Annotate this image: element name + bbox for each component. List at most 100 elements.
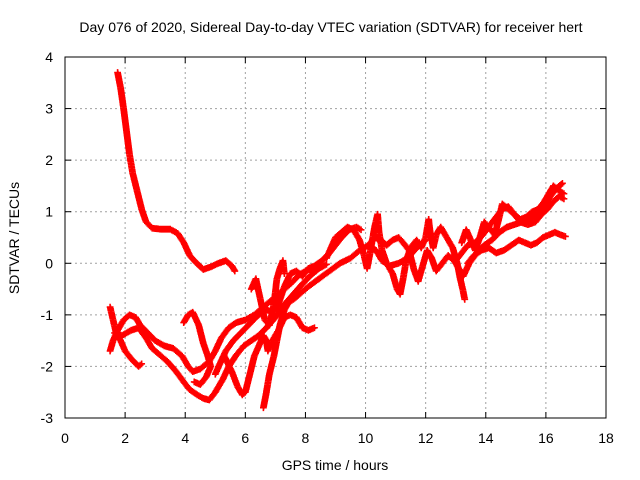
data-point-markers (205, 390, 218, 404)
y-tick-label: -3 (41, 410, 54, 426)
data-point-marker (562, 233, 569, 240)
data-point-markers (142, 334, 155, 351)
data-point-markers (504, 205, 517, 217)
data-point-markers (535, 199, 547, 213)
x-tick-label: 2 (121, 430, 129, 446)
data-point-markers (443, 234, 456, 250)
data-point-markers (241, 312, 257, 324)
data-point-markers (114, 69, 124, 90)
y-tick-label: 2 (45, 152, 53, 168)
data-point-markers (260, 390, 270, 412)
data-point-markers (232, 343, 247, 359)
data-point-markers (106, 303, 117, 322)
data-point-markers (133, 187, 145, 211)
x-tick-label: 6 (241, 430, 249, 446)
x-tick-label: 8 (302, 430, 310, 446)
data-point-markers (347, 248, 362, 262)
series-track-n (458, 182, 568, 254)
data-point-markers (383, 259, 396, 276)
y-tick-label: 1 (45, 204, 53, 220)
data-point-markers (166, 225, 180, 236)
data-point-markers (308, 266, 322, 278)
data-point-markers (299, 266, 311, 280)
x-tick-label: 16 (538, 430, 554, 446)
y-tick-label: 0 (45, 255, 53, 271)
y-tick-label: -1 (41, 307, 54, 323)
data-point-markers (263, 372, 273, 396)
series-track-j (323, 210, 469, 303)
data-point-markers (169, 345, 185, 359)
data-point-markers (389, 270, 401, 291)
data-point-markers (276, 307, 288, 329)
data-point-markers (452, 250, 465, 265)
data-point-markers (266, 354, 277, 378)
data-point-markers (305, 276, 322, 290)
data-point-markers (228, 368, 241, 389)
data-point-markers (423, 247, 435, 261)
data-point-markers (118, 327, 133, 339)
data-point-markers (121, 347, 134, 361)
data-point-markers (458, 243, 471, 257)
data-point-markers (538, 206, 550, 218)
x-tick-label: 4 (181, 430, 189, 446)
data-point-markers (180, 378, 193, 392)
data-point-markers (237, 322, 251, 337)
data-point-marker (560, 190, 568, 198)
data-point-marker (559, 179, 566, 187)
data-point-markers (444, 252, 457, 264)
data-point-markers (151, 337, 167, 349)
data-point-markers (556, 187, 566, 197)
data-point-markers (338, 227, 352, 241)
data-point-markers (220, 352, 235, 374)
data-point-markers (129, 169, 141, 193)
data-point-markers (326, 260, 343, 275)
data-point-markers (217, 325, 232, 342)
data-point-markers (550, 182, 562, 194)
data-point-markers (332, 230, 344, 241)
data-point-markers (353, 223, 363, 233)
data-point-markers (186, 252, 199, 265)
data-point-markers (136, 321, 150, 336)
data-point-markers (414, 264, 426, 285)
data-point-markers (299, 272, 314, 288)
data-point-markers (126, 151, 136, 175)
data-point-markers (556, 192, 566, 202)
data-point-markers (172, 368, 187, 384)
data-point-markers (396, 276, 407, 298)
data-point-markers (154, 350, 170, 364)
data-point-markers (238, 390, 248, 399)
data-point-markers (120, 105, 130, 134)
series-track-m (464, 228, 569, 267)
data-point-markers (356, 236, 367, 258)
data-point-markers (532, 212, 544, 226)
data-point-markers (290, 281, 305, 298)
data-point-markers (500, 242, 514, 254)
data-point-markers (163, 357, 179, 374)
x-tick-label: 14 (478, 430, 494, 446)
data-point-markers (148, 345, 161, 356)
data-point-markers (290, 291, 302, 303)
data-point-markers (480, 218, 492, 230)
data-series (106, 69, 569, 412)
data-point-markers (498, 200, 511, 212)
data-point-marker (311, 324, 318, 332)
chart-title: Day 076 of 2020, Sidereal Day-to-day VTE… (79, 19, 582, 35)
data-point-markers (142, 218, 155, 231)
series-track-c (106, 266, 320, 375)
data-point-markers (437, 223, 450, 240)
series-track-d (111, 260, 330, 404)
data-point-markers (296, 284, 311, 298)
data-point-markers (114, 318, 127, 334)
data-point-markers (222, 338, 236, 355)
data-point-markers (184, 309, 195, 319)
data-point-markers (395, 234, 406, 245)
data-point-marker (138, 360, 146, 368)
data-point-markers (285, 296, 296, 306)
y-tick-label: 4 (45, 49, 53, 65)
series-track-a (114, 69, 239, 275)
x-tick-label: 18 (598, 430, 614, 446)
x-tick-label: 0 (61, 430, 69, 446)
data-point-markers (255, 325, 269, 339)
